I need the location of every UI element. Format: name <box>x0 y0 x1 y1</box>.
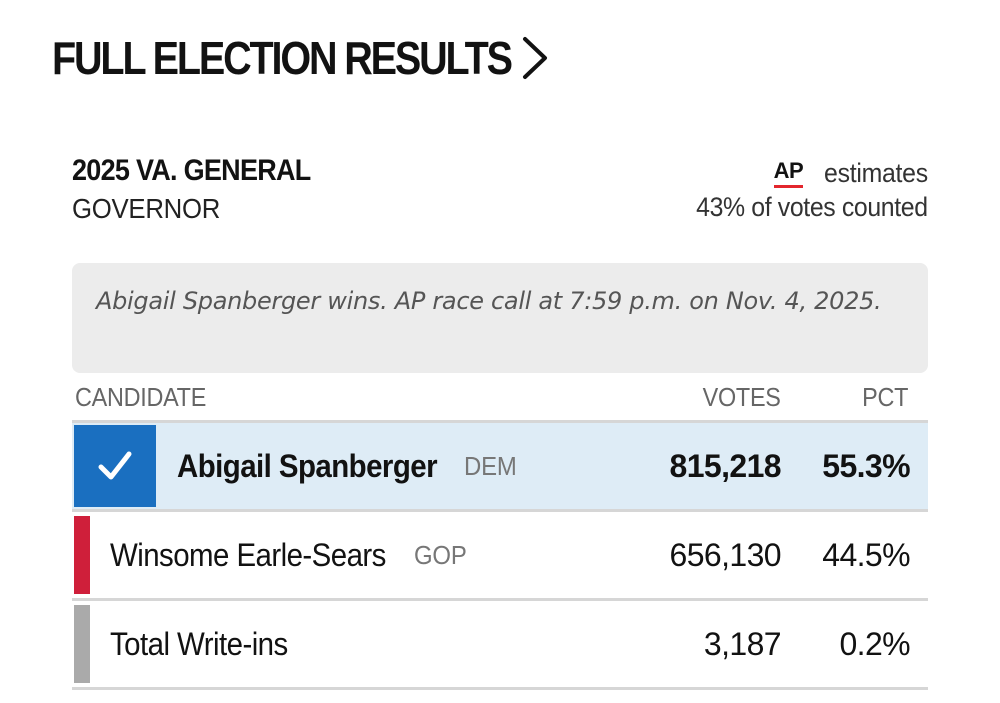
candidate-votes: 656,130 <box>669 536 782 573</box>
ap-logo: AP <box>773 158 804 188</box>
column-header-pct: PCT <box>862 382 908 412</box>
candidate-name: Total Write-ins <box>110 625 288 662</box>
checkmark-icon <box>98 451 132 480</box>
candidate-votes: 815,218 <box>669 447 782 484</box>
candidate-cell: Total Write-ins <box>110 601 303 687</box>
candidate-name: Winsome Earle-Sears <box>110 536 386 573</box>
candidate-name: Abigail Spanberger <box>177 447 438 484</box>
chevron-right-icon[interactable] <box>514 36 554 80</box>
candidate-pct: 44.5% <box>822 536 910 573</box>
party-color-bar <box>74 516 90 594</box>
candidate-party: GOP <box>413 539 467 570</box>
race-info: 2025 VA. GENERAL GOVERNOR <box>72 152 337 228</box>
table-row: Winsome Earle-Sears GOP 656,130 44.5% <box>72 512 928 601</box>
column-header-votes: VOTES <box>703 382 781 412</box>
results-header[interactable]: FULL ELECTION RESULTS <box>52 30 586 86</box>
candidate-pct: 55.3% <box>822 447 910 484</box>
race-office: GOVERNOR <box>72 193 221 224</box>
column-header-candidate: CANDIDATE <box>75 382 207 412</box>
winner-check-badge <box>74 425 156 507</box>
race-name: 2025 VA. GENERAL <box>72 154 311 187</box>
party-color-bar <box>74 605 90 683</box>
ap-estimates-block: AP estimates 43% of votes counted <box>676 156 928 224</box>
table-row: Abigail Spanberger DEM 815,218 55.3% <box>72 423 928 512</box>
table-row: Total Write-ins 3,187 0.2% <box>72 601 928 690</box>
race-call-text: Abigail Spanberger wins. AP race call at… <box>96 287 882 315</box>
candidate-votes: 3,187 <box>703 625 782 662</box>
page-title: FULL ELECTION RESULTS <box>52 32 513 84</box>
candidate-pct: 0.2% <box>839 625 910 662</box>
candidate-cell: Abigail Spanberger DEM <box>177 423 521 509</box>
candidate-cell: Winsome Earle-Sears GOP <box>110 512 471 598</box>
race-call-box: Abigail Spanberger wins. AP race call at… <box>72 263 928 373</box>
ap-estimates-label: estimates <box>824 157 928 188</box>
results-table: CANDIDATE VOTES PCT Abigail Spanberger D… <box>72 376 928 690</box>
table-header: CANDIDATE VOTES PCT <box>72 376 928 423</box>
candidate-party: DEM <box>463 450 517 481</box>
votes-counted: 43% of votes counted <box>696 192 928 222</box>
